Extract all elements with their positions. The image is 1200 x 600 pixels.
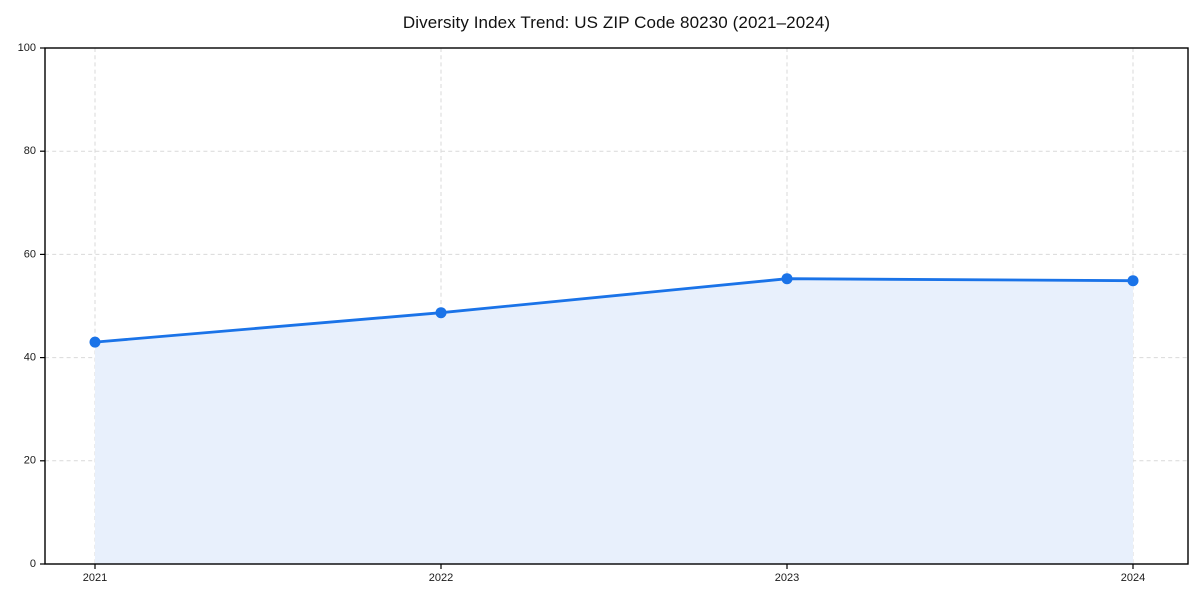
y-tick-label: 20	[24, 455, 36, 467]
y-tick-label: 80	[24, 145, 36, 157]
data-point-marker	[89, 336, 101, 348]
y-tick-label: 60	[24, 248, 36, 260]
trend-line	[93, 277, 1135, 344]
data-point-marker	[1127, 275, 1139, 287]
y-tick-label: 40	[24, 352, 36, 364]
data-point-marker	[435, 307, 447, 319]
y-tick-label: 100	[18, 42, 36, 54]
area-fill	[95, 278, 1133, 564]
x-tick-label: 2022	[429, 572, 453, 584]
y-tick-label: 0	[30, 558, 36, 570]
x-tick-label: 2023	[775, 572, 799, 584]
x-tick-label: 2024	[1121, 572, 1145, 584]
chart-title: Diversity Index Trend: US ZIP Code 80230…	[402, 13, 831, 32]
plot-border	[44, 47, 1189, 565]
x-tick-label: 2021	[83, 572, 107, 584]
data-point-marker	[781, 273, 793, 285]
